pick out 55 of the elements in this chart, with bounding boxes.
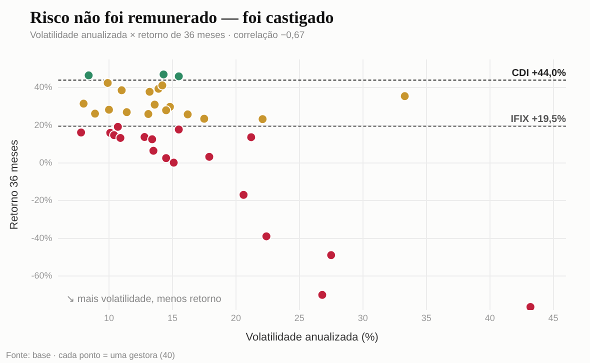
point	[199, 114, 210, 124]
point	[400, 91, 410, 102]
y-tick-label: -20%	[31, 195, 52, 206]
point	[317, 290, 328, 300]
ref-line-label: CDI +44,0%	[512, 68, 566, 79]
y-tick-label: 20%	[34, 120, 52, 130]
point	[204, 152, 214, 162]
x-tick-label: 30	[358, 312, 368, 323]
point	[168, 158, 179, 168]
point	[90, 108, 100, 119]
point	[104, 104, 114, 115]
point	[174, 124, 184, 134]
point	[326, 250, 336, 260]
point	[116, 85, 127, 96]
point	[78, 98, 89, 109]
point	[102, 78, 113, 88]
point	[150, 100, 160, 110]
x-tick-label: 15	[167, 312, 178, 323]
point	[157, 80, 168, 90]
point	[84, 70, 94, 80]
point	[76, 128, 86, 138]
point	[148, 146, 158, 156]
point	[174, 71, 184, 82]
x-tick-label: 45	[548, 312, 558, 323]
y-tick-label: 40%	[34, 82, 52, 92]
point	[147, 134, 158, 144]
point	[122, 107, 132, 118]
point	[112, 122, 123, 132]
point	[258, 114, 268, 124]
y-tick-label: -40%	[31, 232, 52, 243]
y-tick-label: -60%	[31, 270, 52, 281]
chart-title: Risco não foi remunerado — foi castigado	[30, 8, 334, 28]
chart-subtitle: Volatilidade anualizada × retorno de 36 meses · correlação −0,67	[30, 30, 305, 41]
point	[261, 231, 272, 242]
point	[143, 109, 154, 120]
point	[246, 132, 256, 142]
source-note: Fonte: base · cada ponto = uma gestora (40)	[6, 350, 175, 360]
ref-line-label: IFIX +19,5%	[510, 114, 566, 126]
x-axis-title: Volatilidade anualizada (%)	[246, 331, 378, 344]
x-tick-label: 35	[421, 312, 432, 323]
point	[525, 302, 536, 310]
point	[158, 69, 169, 80]
point	[144, 86, 155, 97]
x-tick-label: 25	[294, 312, 304, 323]
point	[161, 105, 172, 116]
point	[115, 132, 126, 143]
annotation: ↘ mais volatilidade, menos retorno	[66, 294, 222, 305]
y-axis-title: Retorno 36 meses	[8, 139, 21, 230]
point	[238, 190, 249, 200]
x-tick-label: 40	[484, 312, 495, 323]
point	[182, 109, 193, 120]
y-tick-label: 0%	[39, 158, 52, 168]
x-tick-label: 20	[230, 312, 241, 323]
x-tick-label: 10	[104, 312, 114, 323]
point	[161, 153, 172, 164]
